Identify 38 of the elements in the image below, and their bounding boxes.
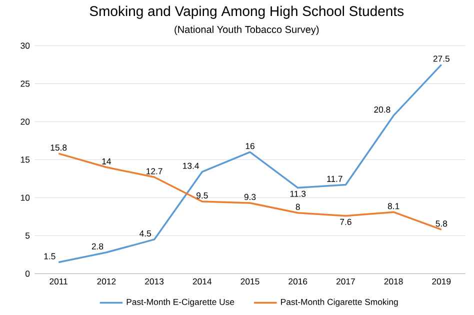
data-label: 14 [102, 158, 112, 164]
data-label: 7.6 [340, 218, 352, 225]
data-label: 15.8 [50, 144, 67, 151]
data-label: 1.5 [44, 253, 56, 260]
x-tick-label: 2019 [432, 278, 451, 285]
y-tick-label: 30 [20, 42, 30, 49]
data-label: 9.3 [244, 194, 256, 200]
x-tick-label: 2018 [384, 278, 403, 285]
data-label: 20.8 [374, 106, 390, 113]
data-label: 16 [246, 143, 254, 150]
x-tick-label: 2013 [145, 278, 164, 285]
chart-title: Smoking and Vaping Among High School Students [90, 6, 404, 19]
data-label: 4.5 [140, 230, 151, 237]
legend-label: Past-Month E-Cigarette Use [126, 298, 234, 307]
data-label: 8.1 [388, 203, 400, 210]
y-tick-label: 20 [20, 118, 30, 125]
x-tick-label: 2011 [50, 278, 68, 285]
x-tick-label: 2015 [240, 278, 260, 285]
y-tick-label: 10 [20, 194, 30, 201]
data-label: 9.5 [196, 192, 208, 199]
data-label: 5.8 [436, 220, 448, 227]
chart-subtitle: (National Youth Tobacco Survey) [174, 26, 319, 35]
data-label: 8 [296, 204, 300, 210]
data-label: 11.3 [290, 190, 306, 197]
legend-label: Past-Month Cigarette Smoking [281, 298, 398, 307]
data-label: 13.4 [183, 162, 199, 169]
x-tick-label: 2017 [336, 278, 355, 285]
data-label: 27.5 [433, 56, 450, 62]
y-tick-label: 25 [20, 80, 30, 87]
y-tick-label: 5 [25, 232, 30, 239]
y-tick-label: 15 [20, 156, 30, 163]
x-tick-label: 2016 [288, 278, 308, 285]
x-tick-label: 2012 [97, 278, 116, 285]
x-tick-label: 2014 [192, 278, 212, 285]
data-label: 11.7 [327, 176, 342, 182]
data-label: 2.8 [92, 243, 104, 250]
y-tick-label: 0 [25, 270, 30, 277]
data-label: 12.7 [146, 168, 162, 174]
